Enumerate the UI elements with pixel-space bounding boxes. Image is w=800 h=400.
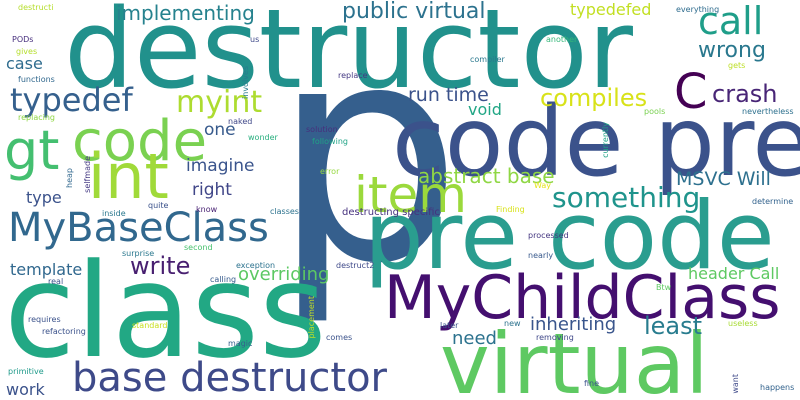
word-virtual: virtual bbox=[440, 315, 709, 400]
word-type: type bbox=[26, 188, 62, 207]
word-fine: fine bbox=[584, 379, 600, 388]
word-useless: useless bbox=[728, 319, 758, 328]
word-call: call bbox=[698, 0, 764, 43]
word-naked: naked bbox=[228, 117, 253, 126]
word-destructing-specific: destructing specific bbox=[342, 207, 440, 218]
word-selfmade: selfmade bbox=[83, 156, 92, 193]
word-removing: removing bbox=[536, 333, 574, 342]
word-base-destructor: base destructor bbox=[72, 355, 387, 400]
word-compiles: compiles bbox=[540, 84, 648, 112]
word-template: template bbox=[10, 260, 83, 279]
word-public-virtual: public virtual bbox=[342, 0, 486, 24]
word-classes: classes bbox=[270, 207, 299, 216]
word-void: void bbox=[468, 100, 502, 119]
word-class: class bbox=[4, 235, 327, 387]
word-typedefed: typedefed bbox=[570, 0, 652, 19]
word-standard: standard bbox=[132, 321, 168, 330]
word-msvc-will: MSVC Will bbox=[676, 168, 771, 190]
word-wonder: wonder bbox=[248, 133, 278, 142]
word-placement: placement bbox=[307, 296, 316, 339]
word-calling: calling bbox=[210, 275, 237, 284]
word-nearly: nearly bbox=[528, 251, 554, 260]
word-us: us bbox=[250, 35, 260, 44]
word-exception: exception bbox=[236, 261, 276, 270]
word-happens: happens bbox=[760, 383, 795, 392]
word-write: write bbox=[130, 252, 191, 280]
word-c: C bbox=[674, 64, 708, 120]
word-everything: everything bbox=[676, 5, 720, 14]
word-destructi: destructi bbox=[18, 3, 54, 12]
word-finding: Finding bbox=[496, 205, 525, 214]
word-overriding: overriding bbox=[238, 264, 330, 285]
word-typedef: typedef bbox=[10, 81, 133, 119]
word-following: following bbox=[312, 137, 348, 146]
word-work: work bbox=[6, 380, 45, 399]
word-want: want bbox=[731, 374, 740, 394]
word-heap: heap bbox=[65, 168, 74, 188]
word-inheriting: inheriting bbox=[530, 314, 617, 335]
word-primitive: primitive bbox=[8, 367, 44, 376]
word-pre-code: pre code bbox=[364, 182, 775, 291]
word-nevertheless: nevertheless bbox=[742, 107, 794, 116]
word-wrong: wrong bbox=[698, 38, 766, 63]
word-int: int bbox=[88, 140, 169, 213]
word-implementing: implementing bbox=[116, 1, 255, 25]
word-destructor: destructor bbox=[64, 0, 634, 113]
word-replace: replace bbox=[338, 71, 368, 80]
word-gives: gives bbox=[16, 47, 38, 56]
word-requires: requires bbox=[28, 315, 61, 324]
word-code-pre-1: code pre bbox=[392, 86, 800, 198]
word-currently: currently bbox=[601, 122, 610, 158]
word-abstract-base: abstract base bbox=[418, 164, 555, 188]
word-processed: processed bbox=[528, 231, 569, 240]
word-know: know bbox=[196, 205, 218, 214]
word-right: right bbox=[192, 180, 232, 200]
word-functions: functions bbox=[18, 75, 55, 84]
word-one: one bbox=[204, 120, 236, 140]
word-surprise: surprise bbox=[122, 249, 155, 258]
word-replacing: replacing bbox=[18, 113, 56, 122]
word-btw: Btw bbox=[656, 283, 672, 292]
word-second: second bbox=[184, 243, 213, 252]
word-least: least bbox=[644, 312, 703, 340]
word-refactoring: refactoring bbox=[42, 327, 86, 336]
word-imagine: imagine bbox=[186, 156, 255, 176]
word-gets: gets bbox=[728, 61, 746, 70]
word-solution: solution bbox=[306, 125, 338, 134]
word-error: error bbox=[320, 167, 340, 176]
word-magic: magic bbox=[228, 339, 253, 348]
word-mychildclass: MyChildClass bbox=[384, 263, 781, 333]
word-something: something bbox=[552, 181, 701, 214]
word-run-time: run time bbox=[408, 84, 489, 106]
word-crash: crash bbox=[712, 80, 778, 108]
word-myint: myint bbox=[176, 85, 263, 120]
word-need: need bbox=[452, 328, 497, 349]
word-involves: involves bbox=[241, 66, 250, 99]
word-determine: determine bbox=[752, 197, 794, 206]
word-mybaseclass: MyBaseClass bbox=[8, 205, 269, 251]
word-comes: comes bbox=[326, 333, 353, 342]
word-pools: pools bbox=[644, 107, 666, 116]
word-item: item bbox=[354, 166, 467, 224]
word-case: case bbox=[6, 54, 43, 73]
word-new: new bbox=[504, 319, 521, 328]
word-code: code bbox=[72, 109, 208, 174]
word-destruct2: destruct2 bbox=[336, 261, 375, 270]
word-gt: gt bbox=[4, 119, 60, 182]
word-later: later bbox=[440, 321, 459, 330]
word-p: p bbox=[272, 0, 463, 329]
word-real: real bbox=[48, 277, 64, 286]
word-compiler: compiler bbox=[470, 55, 505, 64]
word-header-call: header Call bbox=[688, 264, 780, 283]
word-pods: PODs bbox=[12, 35, 34, 44]
word-way: Way bbox=[534, 181, 552, 190]
word-inside: inside bbox=[102, 209, 126, 218]
word-another: another bbox=[546, 35, 578, 44]
word-quite: quite bbox=[148, 201, 169, 210]
